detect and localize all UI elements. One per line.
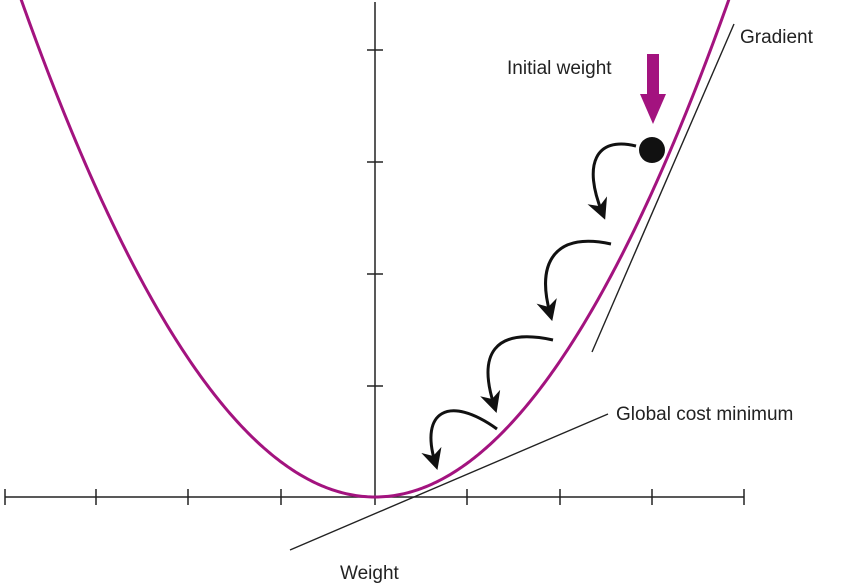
- gradient-label: Gradient: [740, 27, 814, 48]
- y-axis: [367, 2, 383, 505]
- descent-steps: [421, 142, 637, 471]
- global-minimum-label: Global cost minimum: [616, 404, 793, 425]
- minimum-tangent-line: [289, 413, 609, 551]
- weight-ball-icon: [639, 137, 665, 163]
- step-arrow-1: [587, 142, 637, 220]
- step-arrow-3: [480, 335, 554, 414]
- y-axis-ticks: [367, 49, 383, 387]
- x-axis-label: Weight: [340, 563, 400, 584]
- step-arrow-4: [421, 409, 498, 471]
- initial-weight-label: Initial weight: [507, 58, 612, 79]
- cost-curve: [19, 0, 731, 499]
- gradient-tangent-line: [591, 23, 735, 353]
- down-arrow-icon: [640, 54, 666, 124]
- x-axis-ticks: [4, 489, 745, 505]
- step-arrow-2: [536, 239, 612, 322]
